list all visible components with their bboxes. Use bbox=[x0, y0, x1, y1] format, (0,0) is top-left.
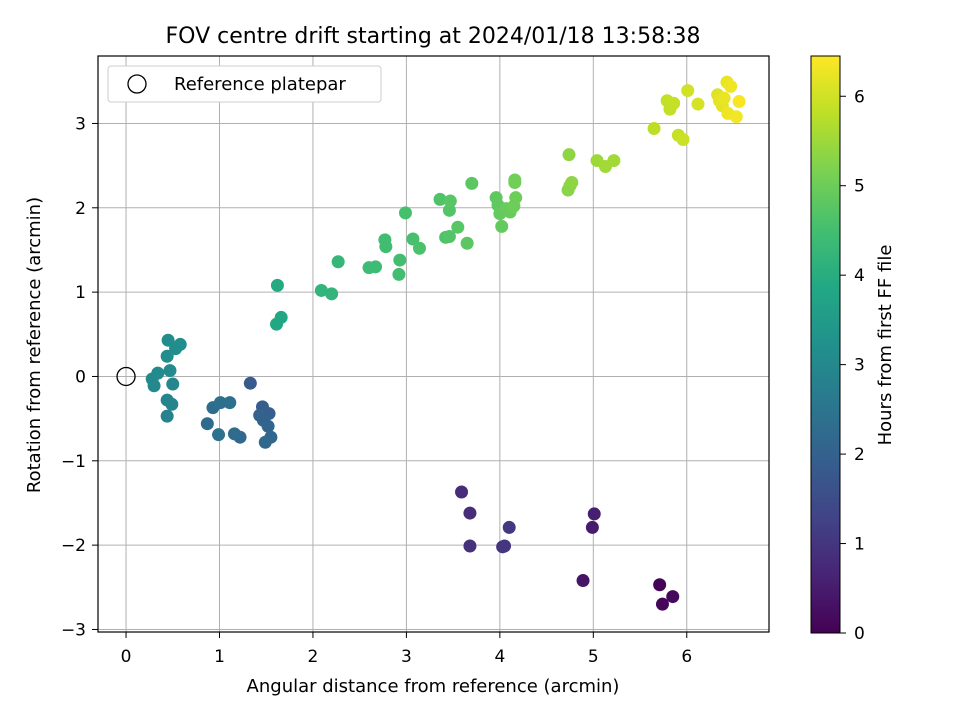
data-point bbox=[369, 260, 383, 274]
data-point bbox=[509, 191, 523, 205]
data-point bbox=[213, 396, 227, 410]
data-point bbox=[676, 132, 690, 146]
data-point bbox=[655, 597, 669, 611]
y-axis-label: Rotation from reference (arcmin) bbox=[24, 197, 45, 493]
data-point bbox=[200, 417, 214, 431]
y-axis-ticks: −3 −2 −1 0 1 2 3 bbox=[61, 114, 98, 640]
data-point bbox=[691, 97, 705, 111]
data-point bbox=[412, 241, 426, 255]
data-point bbox=[587, 507, 601, 521]
y-tick-label: −3 bbox=[61, 620, 86, 640]
data-point bbox=[463, 539, 477, 553]
data-point bbox=[607, 154, 621, 168]
colorbar bbox=[810, 55, 841, 634]
data-point bbox=[465, 176, 479, 190]
data-point bbox=[392, 267, 406, 281]
data-point bbox=[433, 192, 447, 206]
data-point bbox=[729, 110, 743, 124]
data-point bbox=[502, 520, 516, 534]
colorbar-tick-label: 6 bbox=[854, 87, 865, 107]
data-point bbox=[406, 232, 420, 246]
data-point bbox=[223, 396, 237, 410]
data-point bbox=[166, 377, 180, 391]
colorbar-tick-label: 1 bbox=[854, 535, 865, 555]
x-tick-label: 1 bbox=[214, 647, 225, 667]
data-point bbox=[463, 506, 477, 520]
data-point bbox=[455, 485, 469, 499]
colorbar-tick-label: 3 bbox=[854, 356, 865, 376]
data-point bbox=[565, 176, 579, 190]
data-point bbox=[647, 122, 661, 136]
data-point bbox=[243, 376, 257, 390]
data-point bbox=[585, 520, 599, 534]
y-tick-label: −1 bbox=[61, 452, 86, 472]
data-point bbox=[498, 539, 512, 553]
grid bbox=[98, 56, 769, 632]
y-tick-label: 2 bbox=[75, 199, 86, 219]
data-point bbox=[653, 578, 667, 592]
data-point bbox=[151, 366, 165, 380]
legend-box bbox=[107, 65, 382, 103]
data-point bbox=[161, 333, 175, 347]
y-tick-label: −2 bbox=[61, 536, 86, 556]
data-point bbox=[165, 397, 179, 411]
x-axis-label: Angular distance from reference (arcmin) bbox=[247, 676, 620, 697]
data-point bbox=[163, 364, 177, 378]
y-tick-label: 1 bbox=[75, 283, 86, 303]
chart-title: FOV centre drift starting at 2024/01/18 … bbox=[166, 24, 701, 49]
data-point bbox=[160, 349, 174, 363]
x-tick-label: 4 bbox=[494, 647, 505, 667]
data-point bbox=[227, 427, 241, 441]
data-point bbox=[270, 278, 284, 292]
data-point bbox=[398, 206, 412, 220]
data-point bbox=[681, 84, 695, 98]
data-point bbox=[160, 409, 174, 423]
data-point bbox=[576, 574, 590, 588]
y-tick-label: 3 bbox=[75, 114, 86, 134]
data-point bbox=[732, 95, 746, 109]
x-tick-label: 6 bbox=[681, 647, 692, 667]
data-point bbox=[274, 310, 288, 324]
colorbar-ticks: 0 1 2 3 4 5 6 bbox=[840, 87, 865, 644]
data-point bbox=[460, 236, 474, 250]
data-points bbox=[145, 75, 746, 611]
colorbar-tick-label: 2 bbox=[854, 445, 865, 465]
x-tick-label: 5 bbox=[588, 647, 599, 667]
legend-entry-reference: Reference platepar bbox=[174, 74, 346, 95]
data-point bbox=[379, 240, 393, 254]
data-point bbox=[717, 91, 731, 105]
data-point bbox=[331, 255, 345, 269]
data-point bbox=[724, 79, 738, 93]
data-point bbox=[258, 435, 272, 449]
colorbar-label: Hours from first FF file bbox=[875, 245, 896, 446]
plot-frame bbox=[97, 55, 770, 633]
x-tick-label: 3 bbox=[401, 647, 412, 667]
data-point bbox=[173, 337, 187, 351]
y-tick-label: 0 bbox=[75, 367, 86, 387]
legend-marker-icon bbox=[127, 74, 147, 94]
data-point bbox=[451, 220, 465, 234]
colorbar-tick-label: 5 bbox=[854, 177, 865, 197]
data-point bbox=[212, 428, 226, 442]
legend: Reference platepar bbox=[107, 65, 382, 103]
data-point bbox=[261, 419, 275, 433]
colorbar-tick-label: 0 bbox=[854, 624, 865, 644]
data-point bbox=[325, 287, 339, 301]
data-point bbox=[666, 590, 680, 604]
data-point bbox=[508, 173, 522, 187]
data-point bbox=[562, 148, 576, 162]
data-point bbox=[314, 283, 328, 297]
x-tick-label: 2 bbox=[308, 647, 319, 667]
x-axis-ticks: 0 1 2 3 4 5 6 bbox=[121, 632, 692, 667]
data-point bbox=[442, 229, 456, 243]
colorbar-tick-label: 4 bbox=[854, 266, 865, 286]
reference-platepar-marker bbox=[116, 366, 136, 387]
x-tick-label: 0 bbox=[121, 647, 132, 667]
data-point bbox=[443, 194, 457, 208]
data-point bbox=[393, 253, 407, 267]
data-point bbox=[667, 96, 681, 110]
data-point bbox=[495, 219, 509, 233]
